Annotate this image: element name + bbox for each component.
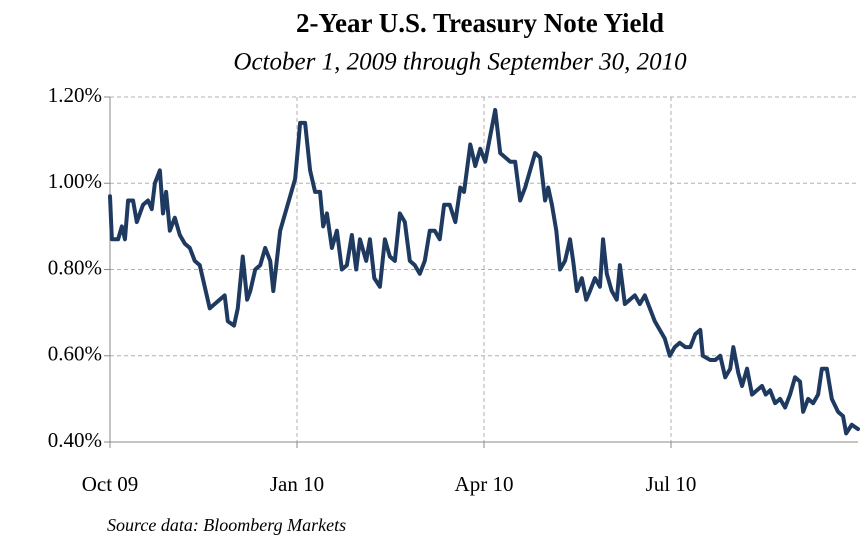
- source-note: Source data: Bloomberg Markets: [107, 515, 346, 535]
- y-tick-label: 0.40%: [48, 428, 102, 452]
- y-tick-label: 0.80%: [48, 255, 102, 279]
- y-tick-label: 1.00%: [48, 169, 102, 193]
- chart-subtitle: October 1, 2009 through September 30, 20…: [233, 49, 687, 76]
- x-tick-label: Apr 10: [455, 472, 514, 496]
- yield-line: [108, 107, 860, 436]
- y-tick-label: 0.60%: [48, 342, 102, 366]
- chart-title: 2-Year U.S. Treasury Note Yield: [296, 8, 664, 38]
- x-tick-label: Oct 09: [82, 472, 139, 496]
- x-tick-label: Jul 10: [646, 472, 697, 496]
- x-tick-label: Jan 10: [270, 472, 324, 496]
- y-tick-label: 1.20%: [48, 83, 102, 107]
